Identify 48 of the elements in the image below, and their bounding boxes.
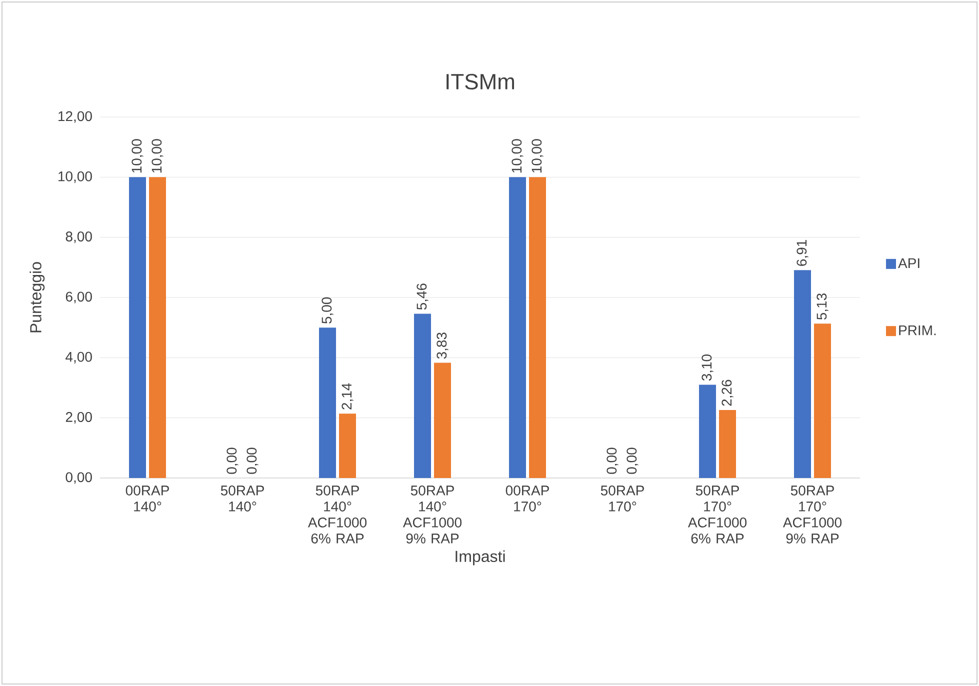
data-label: 2,26 bbox=[722, 380, 734, 406]
y-tick-label: 6,00 bbox=[66, 292, 92, 304]
x-tick-label: 50RAP 170° ACF1000 9% RAP bbox=[782, 486, 842, 544]
data-label: 0,00 bbox=[246, 448, 258, 474]
x-tick-label: 00RAP 170° bbox=[506, 486, 549, 512]
x-tick-label: 50RAP 170° bbox=[600, 486, 644, 512]
data-label: 10,00 bbox=[132, 139, 144, 173]
y-tick-label: 12,00 bbox=[58, 111, 92, 123]
y-tick-label: 10,00 bbox=[58, 171, 92, 183]
bar bbox=[719, 410, 736, 478]
bar bbox=[149, 177, 166, 478]
chart-title: ITSMm bbox=[446, 74, 514, 90]
legend-label: PRIM. bbox=[899, 326, 936, 336]
data-label: 10,00 bbox=[512, 139, 524, 173]
y-tick-label: 2,00 bbox=[66, 412, 92, 424]
y-tick-label: 4,00 bbox=[66, 352, 92, 364]
bar bbox=[319, 328, 336, 478]
data-label: 5,13 bbox=[816, 294, 828, 320]
x-tick-label: 50RAP 140° ACF1000 9% RAP bbox=[402, 486, 462, 544]
data-label: 0,00 bbox=[226, 448, 238, 474]
data-label: 2,14 bbox=[342, 383, 354, 410]
bar bbox=[529, 177, 546, 478]
bar bbox=[699, 384, 716, 478]
data-label: 3,83 bbox=[436, 332, 448, 359]
bar bbox=[129, 177, 146, 478]
data-label: 6,91 bbox=[796, 240, 808, 266]
data-label: 5,46 bbox=[416, 284, 428, 310]
x-tick-label: 50RAP 140° bbox=[220, 486, 264, 512]
y-tick-label: 0,00 bbox=[66, 472, 92, 484]
y-tick-label: 8,00 bbox=[66, 232, 92, 244]
data-label: 5,00 bbox=[322, 297, 334, 324]
data-label: 3,10 bbox=[702, 354, 714, 381]
data-label: 0,00 bbox=[626, 448, 638, 474]
data-label: 10,00 bbox=[532, 139, 544, 173]
data-label: 0,00 bbox=[606, 448, 618, 474]
x-tick-label: 50RAP 170° ACF1000 6% RAP bbox=[688, 486, 747, 544]
legend-label: API bbox=[898, 258, 920, 268]
data-label: 10,00 bbox=[152, 139, 164, 173]
bar bbox=[509, 177, 526, 478]
bar bbox=[434, 362, 452, 478]
bar bbox=[414, 314, 432, 478]
x-tick-label: 00RAP 140° bbox=[126, 486, 169, 512]
x-tick-label: 50RAP 140° ACF1000 6% RAP bbox=[308, 486, 367, 544]
bar bbox=[814, 324, 832, 478]
bar bbox=[339, 414, 356, 478]
y-axis-title: Punteggio bbox=[30, 262, 45, 332]
bar bbox=[794, 270, 812, 478]
x-axis-title: Impasti bbox=[456, 550, 505, 566]
